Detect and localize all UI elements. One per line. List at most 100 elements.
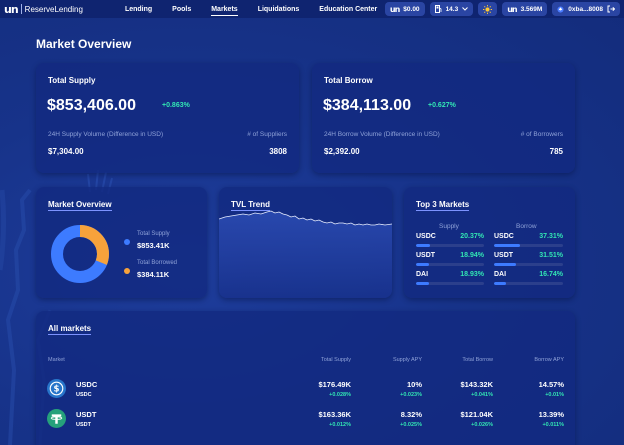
top3-borrow-percent: 37.31% <box>539 233 563 240</box>
tvl-trend-card: TVL Trend <box>219 187 392 298</box>
logo-text: ReserveLending <box>24 4 83 14</box>
top-navigation-bar: un ReserveLending Lending Pools Markets … <box>0 0 624 18</box>
nav-right-controls: un $0.00 14.3 un 3.569M 0xba...8008 <box>384 2 620 16</box>
total-borrow-value: $384,113.00 <box>323 97 412 114</box>
borrow-volume-value: $2,392.00 <box>324 147 360 156</box>
top3-borrow-bar-fill <box>494 263 516 266</box>
total-supply-title: Total Supply <box>48 76 96 85</box>
token-logo-icon: un <box>389 4 400 14</box>
borrowers-count-label: # of Borrowers <box>520 131 563 138</box>
market-overview-title: Market Overview <box>48 200 112 211</box>
top3-supply-bar <box>416 244 484 247</box>
nav-link-lending[interactable]: Lending <box>124 5 153 13</box>
table-row[interactable]: $ USDC USDC $176.49K +0.028% 10% +0.023%… <box>36 375 575 403</box>
gas-pump-icon <box>434 5 441 13</box>
logo-mark: un <box>4 2 19 16</box>
top3-supply-bar <box>416 263 484 266</box>
nav-link-markets[interactable]: Markets <box>211 0 239 18</box>
top3-supply-bar <box>416 282 484 285</box>
total-supply-change: +0.863% <box>162 102 190 109</box>
balance-pill[interactable]: un $0.00 <box>384 2 425 16</box>
supply-legend-label: Total Supply <box>137 231 170 237</box>
sun-icon <box>483 4 493 14</box>
usdc-token-icon: $ <box>47 379 66 398</box>
logo-divider <box>20 4 22 14</box>
total-supply-change-cell: +0.012% <box>329 422 351 428</box>
borrow-volume-label: 24H Borrow Volume (Difference in USD) <box>324 131 440 138</box>
total-supply-change-cell: +0.028% <box>329 392 351 398</box>
nav-link-pools[interactable]: Pools <box>172 5 192 13</box>
top3-supply-bar-fill <box>416 244 430 247</box>
page-title: Market Overview <box>36 37 132 51</box>
total-supply-card: Total Supply $853,406.00 +0.863% 24H Sup… <box>36 63 299 173</box>
borrow-apy-change-cell: +0.011% <box>542 422 564 428</box>
nav-links: Lending Pools Markets Liquidations Educa… <box>125 0 397 18</box>
top3-borrow-percent: 31.51% <box>539 252 563 259</box>
total-borrow-cell: $143.32K <box>460 380 493 389</box>
nav-link-education-center[interactable]: Education Center <box>319 5 378 13</box>
supply-apy-cell: 8.32% <box>400 410 422 419</box>
market-subsymbol: USDT <box>76 422 91 428</box>
nav-link-liquidations[interactable]: Liquidations <box>257 5 300 13</box>
market-overview-card: Market Overview Total Supply $853.41K To… <box>36 187 207 298</box>
token-price-value: 3.569M <box>520 5 543 13</box>
total-borrow-change-cell: +0.026% <box>471 422 493 428</box>
borrow-apy-change-cell: +0.01% <box>545 392 564 398</box>
borrowed-legend-label: Total Borrowed <box>137 260 178 266</box>
borrow-apy-cell: 13.39% <box>538 410 564 419</box>
top3-borrow-bar-fill <box>494 244 520 247</box>
supply-apy-change-cell: +0.025% <box>400 422 422 428</box>
column-header-total-borrow[interactable]: Total Borrow <box>462 357 493 363</box>
theme-toggle-button[interactable] <box>478 2 498 16</box>
top3-supply-percent: 18.94% <box>460 252 484 259</box>
top3-supply-bar-fill <box>416 282 429 285</box>
column-header-supply-apy[interactable]: Supply APY <box>392 357 422 363</box>
all-markets-card: All markets Market Total Supply Supply A… <box>36 311 575 445</box>
top3-supply-percent: 18.93% <box>460 271 484 278</box>
network-icon <box>557 5 564 13</box>
top3-borrow-bar <box>494 263 563 266</box>
supply-legend-value: $853.41K <box>137 241 170 250</box>
top3-borrow-bar <box>494 244 563 247</box>
top3-borrow-percent: 16.74% <box>539 271 563 278</box>
balance-value: $0.00 <box>403 5 420 13</box>
column-header-borrow-apy[interactable]: Borrow APY <box>534 357 564 363</box>
total-supply-cell: $163.36K <box>318 410 351 419</box>
top3-supply-percent: 20.37% <box>460 233 484 240</box>
supply-legend-dot <box>124 239 130 245</box>
total-borrow-cell: $121.04K <box>460 410 493 419</box>
tvl-line <box>219 210 392 226</box>
supply-apy-change-cell: +0.023% <box>400 392 422 398</box>
market-overview-donut-chart <box>51 225 109 283</box>
total-borrow-change-cell: +0.041% <box>471 392 493 398</box>
token-price-pill[interactable]: un 3.569M <box>502 2 548 16</box>
all-markets-title: All markets <box>48 324 92 335</box>
gas-pill[interactable]: 14.3 <box>429 2 474 16</box>
suppliers-count-value: 3808 <box>269 147 287 156</box>
table-row[interactable]: USDT USDT $163.36K +0.012% 8.32% +0.025%… <box>36 405 575 433</box>
top3-borrow-symbol: USDT <box>494 252 514 259</box>
market-symbol: USDT <box>76 410 97 419</box>
column-header-total-supply[interactable]: Total Supply <box>321 357 351 363</box>
app-logo[interactable]: un ReserveLending <box>4 0 83 18</box>
logout-icon <box>607 5 615 13</box>
supply-apy-cell: 10% <box>406 380 422 389</box>
market-symbol: USDC <box>76 380 98 389</box>
gas-value: 14.3 <box>445 5 459 13</box>
top3-borrow-header: Borrow <box>516 223 537 230</box>
column-header-market[interactable]: Market <box>48 357 65 363</box>
borrowed-legend-dot <box>124 268 130 274</box>
total-supply-cell: $176.49K <box>318 380 351 389</box>
chevron-down-icon <box>462 7 469 11</box>
total-borrow-card: Total Borrow $384,113.00 +0.627% 24H Bor… <box>312 63 575 173</box>
wallet-pill[interactable]: 0xba...8008 <box>552 2 620 16</box>
tvl-trend-title: TVL Trend <box>231 200 270 211</box>
borrowers-count-value: 785 <box>549 147 563 156</box>
market-subsymbol: USDC <box>76 392 92 398</box>
supply-volume-label: 24H Supply Volume (Difference in USD) <box>48 131 164 138</box>
total-supply-value: $853,406.00 <box>47 97 136 114</box>
top3-supply-symbol: USDT <box>416 252 436 259</box>
supply-volume-value: $7,304.00 <box>48 147 84 156</box>
top3-supply-bar-fill <box>416 263 429 266</box>
top-3-markets-card: Top 3 Markets Supply Borrow USDC 20.37% … <box>404 187 575 298</box>
